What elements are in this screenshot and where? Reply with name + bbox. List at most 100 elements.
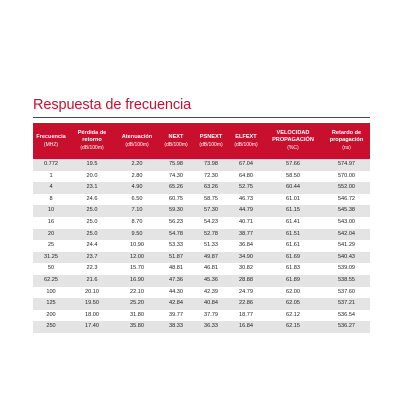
table-cell: 61.83 [286, 265, 300, 272]
table-row: 50 22.3 15.70 48.81 46.81 30.82 61.83 539.09 [33, 263, 370, 275]
column-header-propagation-velocity: VELOCIDAD PROPAGACIÓN (%C) [263, 123, 323, 159]
table-cell: 18.00 [85, 311, 99, 318]
table-cell: 15.70 [130, 265, 144, 272]
column-header-unit: (dB/100m) [125, 141, 149, 148]
table-cell: 53.33 [169, 242, 183, 249]
table-cell: 570.00 [337, 172, 356, 179]
table-cell: 61.69 [286, 253, 300, 260]
table-cell: 8.70 [131, 218, 143, 225]
table-row: 25 24.4 10.90 53.33 51.33 36.84 61.61 541.29 [33, 240, 370, 252]
table-cell: 25.20 [130, 300, 144, 307]
column-header-unit: (dB/100m) [164, 141, 188, 148]
table-cell: 22.86 [239, 300, 253, 307]
column-header-elfext: ELFEXT (dB/100m) [229, 123, 263, 159]
table-cell: 574.97 [337, 161, 356, 167]
table-row: 16 25.0 8.70 56.23 54.23 40.71 61.41 543.00 [33, 216, 370, 229]
column-header-label: PSNEXT [199, 133, 223, 140]
table-cell: 73.98 [204, 161, 218, 167]
table-cell: 59.30 [169, 207, 183, 214]
table-cell: 65.26 [169, 184, 183, 191]
table-cell: 61.15 [286, 207, 300, 214]
column-header-frequency: Frecuencia (MHZ) [33, 123, 69, 159]
column-header-next: NEXT (dB/100m) [159, 123, 193, 159]
table-cell: 536.27 [337, 323, 356, 330]
table-row: 125 19.50 25.20 42.84 40.84 22.86 62.05 537.21 [33, 298, 370, 310]
table-cell: 31.25 [44, 253, 58, 260]
table-cell: 62.25 [44, 276, 58, 283]
table-cell: 21.6 [86, 276, 98, 283]
table-cell: 12.00 [130, 253, 144, 260]
table-cell: 46.81 [204, 265, 218, 272]
table-cell: 51.87 [169, 253, 183, 260]
column-header-label: Pérdida de retorno [77, 130, 107, 143]
table-cell: 74.30 [169, 172, 183, 179]
table-cell: 64.80 [239, 172, 253, 179]
table-row: 200 18.00 31.80 39.77 37.79 18.77 62.12 536.54 [33, 309, 370, 322]
table-cell: 16.84 [239, 323, 253, 330]
table-cell: 22.10 [130, 288, 144, 295]
column-header-label: NEXT [168, 133, 184, 140]
table-cell: 61.41 [286, 218, 300, 225]
table-row: 1 20.0 2.80 74.30 72.30 64.80 58.50 570.00 [33, 170, 370, 183]
table-row: 100 20.10 22.10 44.30 42.39 24.79 62.00 537.60 [33, 286, 370, 299]
table-cell: 7.10 [131, 207, 143, 214]
table-cell: 36.33 [204, 323, 218, 330]
table-row: 4 23.1 4.90 65.26 63.26 52.75 60.44 552.00 [33, 182, 370, 194]
table-cell: 40.84 [204, 300, 218, 307]
table-cell: 25 [47, 242, 55, 249]
table-cell: 52.75 [239, 184, 253, 191]
table-cell: 42.84 [169, 300, 183, 307]
table-cell: 61.51 [286, 230, 300, 237]
table-cell: 552.00 [337, 184, 356, 191]
table-cell: 62.05 [286, 300, 300, 307]
table-cell: 47.36 [169, 276, 183, 283]
table-cell: 23.1 [86, 184, 98, 191]
table-row: 62.25 21.6 16.90 47.36 45.36 28.88 61.89 538.55 [33, 274, 370, 287]
table-cell: 24.79 [239, 288, 253, 295]
table-cell: 24.6 [86, 195, 98, 202]
table-cell: 37.79 [204, 311, 218, 318]
column-header-unit: (dB/100m) [199, 141, 223, 148]
table-cell: 49.87 [204, 253, 218, 260]
column-header-unit: (ns) [342, 145, 351, 151]
table-cell: 58.50 [286, 172, 300, 179]
table-cell: 36.84 [239, 242, 253, 249]
section-title: Respuesta de frecuencia [33, 97, 192, 113]
table-cell: 539.09 [337, 265, 356, 272]
table-cell: 62.12 [286, 311, 300, 318]
table-cell: 4.90 [131, 184, 143, 191]
column-header-label: Atenuación [121, 133, 153, 140]
table-cell: 38.33 [169, 323, 183, 330]
table-cell: 25.0 [86, 230, 98, 237]
table-cell: 57.30 [204, 207, 218, 214]
table-cell: 51.33 [204, 242, 218, 249]
table-cell: 545.38 [337, 207, 356, 214]
table-row: 10 25.0 7.10 59.30 57.30 44.79 61.15 545.38 [33, 205, 370, 217]
table-cell: 58.75 [204, 195, 218, 202]
table-cell: 20.0 [86, 172, 98, 179]
table-cell: 35.80 [130, 323, 144, 330]
table-cell: 125 [46, 300, 56, 307]
table-cell: 10.90 [130, 242, 144, 249]
table-cell: 75.98 [169, 161, 183, 167]
table-cell: 19.50 [85, 300, 99, 307]
column-header-psnext: PSNEXT (dB/100m) [193, 123, 229, 159]
table-cell: 2.80 [131, 172, 143, 179]
table-cell: 537.60 [337, 288, 356, 295]
table-cell: 63.26 [204, 184, 218, 191]
table-cell: 542.04 [337, 230, 356, 237]
table-cell: 62.15 [286, 323, 300, 330]
table-cell: 8 [49, 195, 53, 202]
table-cell: 72.30 [204, 172, 218, 179]
table-cell: 541.29 [337, 242, 356, 249]
column-header-attenuation: Atenuación (dB/100m) [115, 123, 159, 159]
table-cell: 536.54 [337, 311, 356, 318]
table-cell: 40.71 [239, 218, 253, 225]
table-cell: 61.89 [286, 276, 300, 283]
table-cell: 100 [46, 288, 56, 295]
table-cell: 60.75 [169, 195, 183, 202]
column-header-label: Frecuencia [36, 133, 66, 140]
table-cell: 56.23 [169, 218, 183, 225]
table-row: 8 24.6 6.50 60.75 58.75 46.73 61.01 546.72 [33, 193, 370, 206]
table-cell: 52.78 [204, 230, 218, 237]
